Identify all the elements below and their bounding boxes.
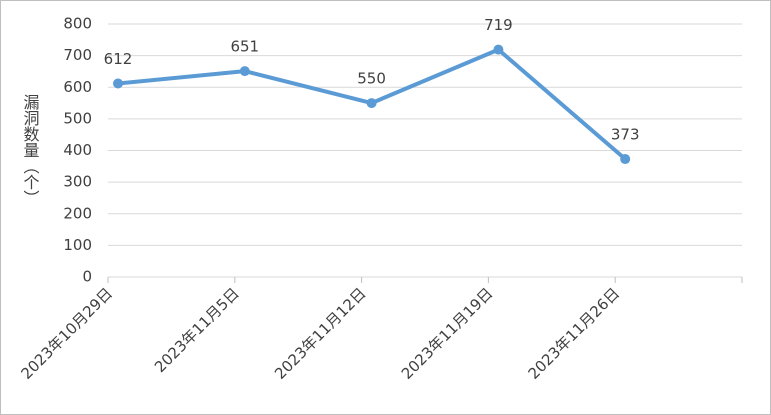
- y-axis-label: 漏洞数量（个）: [21, 94, 40, 206]
- y-tick-label: 500: [63, 109, 92, 127]
- y-tick-label: 600: [63, 78, 92, 96]
- y-tick-label: 0: [82, 268, 92, 286]
- data-label: 719: [484, 16, 513, 34]
- y-tick-label: 200: [63, 204, 92, 222]
- point: [239, 66, 250, 77]
- data-label: 651: [230, 38, 259, 56]
- y-tick-label: 100: [63, 236, 92, 254]
- point: [493, 44, 504, 55]
- point: [620, 154, 631, 165]
- y-tick-label: 700: [63, 46, 92, 64]
- y-tick-label: 800: [63, 15, 92, 33]
- data-label: 550: [357, 70, 386, 88]
- y-tick-label: 400: [63, 141, 92, 159]
- data-label: 612: [104, 50, 133, 68]
- data-label: 373: [611, 126, 640, 144]
- point: [366, 98, 377, 109]
- y-tick-label: 300: [63, 173, 92, 191]
- point: [113, 78, 123, 89]
